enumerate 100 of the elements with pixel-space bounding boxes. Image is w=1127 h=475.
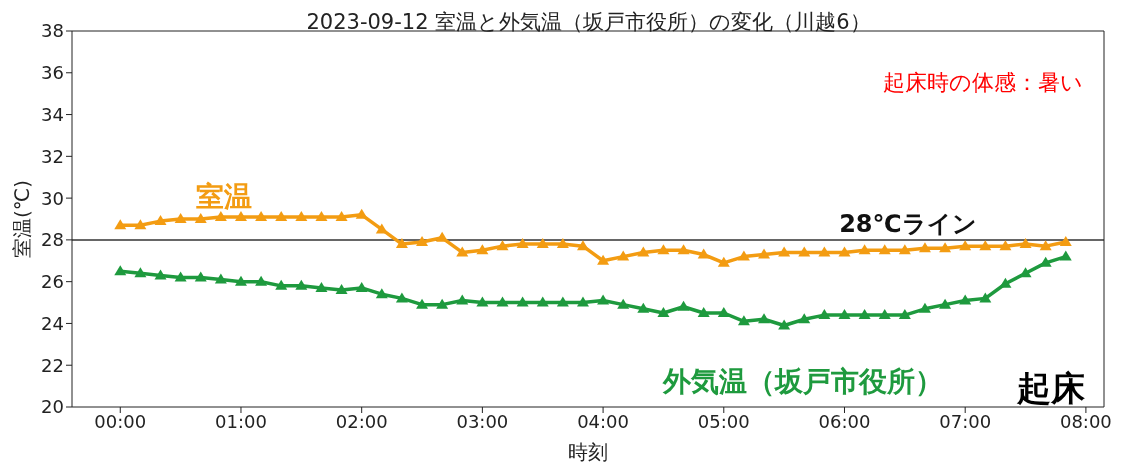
point [677,300,690,311]
point [1039,240,1052,251]
point [597,254,610,265]
point [1019,238,1032,249]
point [1059,250,1072,261]
point [476,296,489,307]
point [516,238,529,249]
point [999,277,1012,288]
series-label: 室温 [196,179,252,215]
y-axis-title: 室温(℃) [10,179,35,259]
point [637,302,650,313]
point [717,307,730,317]
point [315,210,328,221]
y-tick-label: 26 [41,271,64,293]
point [758,313,771,324]
point [214,273,227,284]
point [898,244,911,255]
point [1059,235,1072,246]
point [355,281,368,292]
point [939,298,952,309]
point [898,309,911,320]
annotation: 起床 [1017,367,1085,410]
point [556,238,569,249]
point [657,307,670,317]
point [255,275,268,286]
point [174,271,187,282]
point [818,309,831,320]
point [798,313,811,324]
point [214,210,227,221]
point [255,210,268,221]
point [1019,267,1032,278]
point [154,215,167,226]
point [134,267,147,278]
point [516,296,529,307]
x-tick-label: 02:00 [335,410,388,432]
point [677,244,690,255]
point [737,250,750,261]
point [939,242,952,253]
point [496,296,509,307]
point [838,309,851,320]
point [476,244,489,255]
point [737,315,750,326]
chart-title: 2023-09-12 室温と外気温（坂戸市役所）の変化（川越6） [305,9,872,36]
x-tick-label: 00:00 [94,410,147,432]
point [496,240,509,251]
x-tick-label: 07:00 [939,410,992,432]
point [979,292,992,303]
ref-line-label: 28℃ライン [839,209,977,238]
point [959,240,972,251]
point [295,279,308,290]
point [536,238,549,249]
point [918,242,931,253]
point [637,246,650,257]
point [275,279,288,290]
point [395,292,408,303]
point [315,281,328,292]
x-tick-label: 03:00 [456,410,509,432]
point [838,246,851,257]
point [576,296,589,307]
point [979,240,992,251]
y-tick-label: 32 [41,145,64,167]
point [597,294,610,305]
point [959,294,972,305]
point [416,235,429,246]
point [778,319,791,330]
point [778,246,791,257]
point [858,309,871,320]
y-tick-label: 36 [41,62,64,84]
y-tick-label: 38 [41,20,64,42]
point [416,298,429,309]
point [275,210,288,221]
point [536,296,549,307]
x-tick-label: 08:00 [1059,410,1112,432]
point [194,271,207,282]
point [436,298,449,309]
point [395,238,408,249]
point [858,244,871,255]
series-label: 外気温（坂戸市役所） [663,364,943,400]
point [174,213,187,223]
point [657,244,670,255]
point [818,246,831,257]
point [758,248,771,259]
point [335,210,348,221]
y-tick-label: 24 [41,312,64,334]
x-tick-label: 01:00 [215,410,267,432]
y-tick-label: 34 [41,103,64,125]
point [456,246,469,257]
y-tick-label: 20 [41,396,64,418]
point [697,307,710,317]
point [194,213,207,223]
point [697,248,710,259]
point [234,275,247,286]
point [114,265,127,276]
point [999,240,1012,251]
point [576,240,589,251]
x-axis-title: 時刻 [568,440,608,464]
annotation: 起床時の体感：暑い [883,69,1083,97]
point [375,223,388,234]
point [355,208,368,219]
point [154,269,167,280]
